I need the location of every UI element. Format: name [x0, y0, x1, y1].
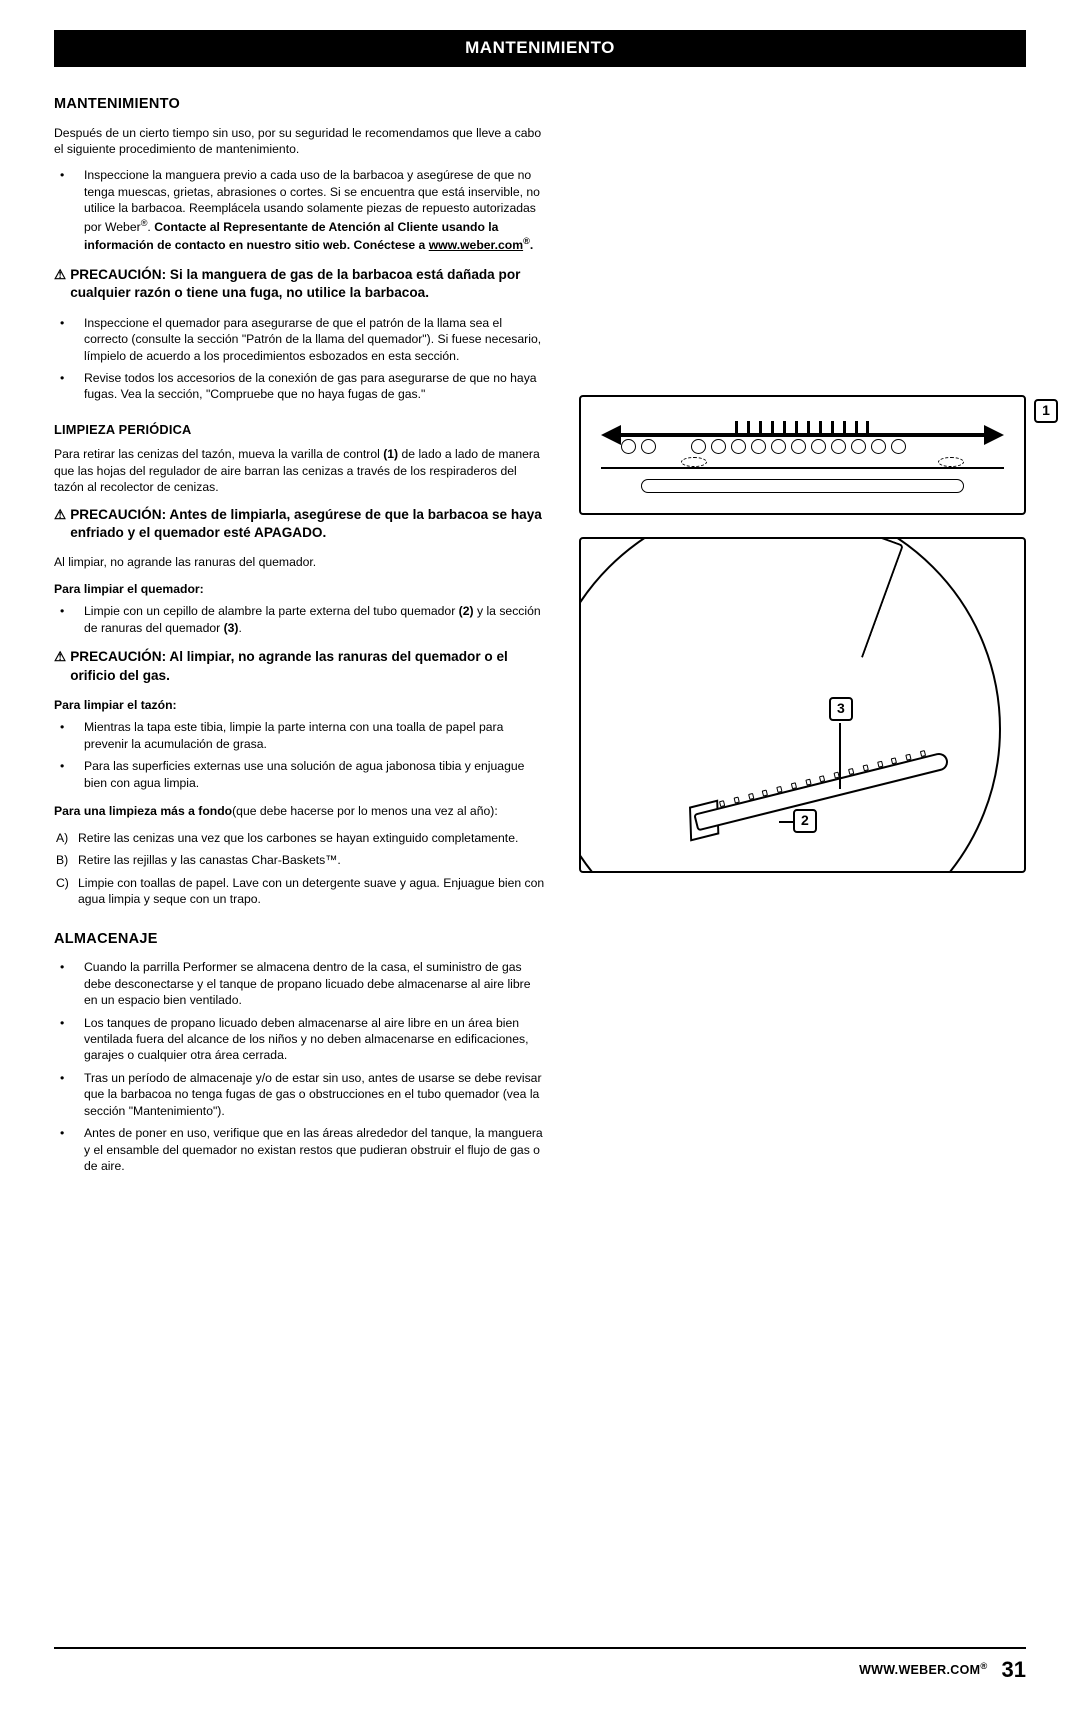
section-banner: MANTENIMIENTO [54, 30, 1026, 67]
registered-mark: ® [523, 236, 530, 246]
letter-key: A) [54, 830, 78, 846]
text: Los tanques de propano licuado deben alm… [84, 1015, 545, 1064]
bullet-list-tazon: Mientras la tapa este tibia, limpie la p… [54, 719, 545, 791]
list-item: Limpie con un cepillo de alambre la part… [54, 603, 545, 636]
callout-3: 3 [829, 697, 853, 721]
text: Mientras la tapa este tibia, limpie la p… [84, 719, 545, 752]
link-weber[interactable]: www.weber.com [429, 238, 523, 252]
vent-hole [891, 439, 906, 454]
page-footer: WWW.WEBER.COM® 31 [54, 1647, 1026, 1685]
list-item: A)Retire las cenizas una vez que los car… [54, 830, 545, 846]
text: Cuando la parrilla Performer se almacena… [84, 959, 545, 1008]
text: Retire las rejillas y las canastas Char-… [78, 852, 545, 868]
letter-key: C) [54, 875, 78, 908]
intro-paragraph: Después de un cierto tiempo sin uso, por… [54, 125, 545, 158]
control-rod [621, 433, 984, 437]
paragraph: Para retirar las cenizas del tazón, muev… [54, 446, 545, 495]
list-item: Cuando la parrilla Performer se almacena… [54, 959, 545, 1008]
text: Revise todos los accesorios de la conexi… [84, 370, 545, 403]
lettered-list: A)Retire las cenizas una vez que los car… [54, 830, 545, 908]
bullet-list-quemador: Limpie con un cepillo de alambre la part… [54, 603, 545, 636]
bullet-list-2: Inspeccione el quemador para asegurarse … [54, 315, 545, 403]
ref-3: (3) [224, 621, 239, 635]
list-item: Tras un período de almacenaje y/o de est… [54, 1070, 545, 1119]
warning-icon: ⚠ [54, 648, 66, 685]
warning-text: PRECAUCIÓN: Antes de limpiarla, asegúres… [70, 506, 545, 543]
text: . [530, 238, 533, 252]
text-bold: Para una limpieza más a fondo [54, 804, 232, 818]
base-line [601, 467, 1004, 469]
figure-2: 3 2 [579, 537, 1026, 873]
bullet-list-almacenaje: Cuando la parrilla Performer se almacena… [54, 959, 545, 1175]
text: Antes de poner en uso, verifique que en … [84, 1125, 545, 1174]
bullet-list-1: Inspeccione la manguera previo a cada us… [54, 167, 545, 253]
subhead-quemador: Para limpiar el quemador: [54, 581, 545, 597]
page-number: 31 [1002, 1655, 1026, 1685]
heading-limpieza: LIMPIEZA PERIÓDICA [54, 421, 545, 438]
list-item: B)Retire las rejillas y las canastas Cha… [54, 852, 545, 868]
vent-hole [851, 439, 866, 454]
vent-hole [691, 439, 706, 454]
spring-icon [681, 457, 707, 467]
two-column-layout: MANTENIMIENTO Después de un cierto tiemp… [54, 95, 1026, 1187]
list-item: Inspeccione la manguera previo a cada us… [54, 167, 545, 253]
right-column: 1 3 2 [579, 95, 1026, 1187]
ref-2: (2) [459, 604, 474, 618]
text: Tras un período de almacenaje y/o de est… [84, 1070, 545, 1119]
left-column: MANTENIMIENTO Después de un cierto tiemp… [54, 95, 545, 1187]
figure-1-wrap: 1 [579, 395, 1026, 515]
text: Inspeccione el quemador para asegurarse … [84, 315, 545, 364]
text: Limpie con toallas de papel. Lave con un… [78, 875, 545, 908]
warning-text: PRECAUCIÓN: Si la manguera de gas de la … [70, 266, 545, 303]
vent-hole [831, 439, 846, 454]
callout-1: 1 [1034, 399, 1058, 423]
list-item: Inspeccione el quemador para asegurarse … [54, 315, 545, 364]
text: . [238, 621, 241, 635]
text: Para las superficies externas use una so… [84, 758, 545, 791]
figure-1 [579, 395, 1026, 515]
warning-3: ⚠ PRECAUCIÓN: Al limpiar, no agrande las… [54, 648, 545, 685]
text: Limpie con un cepillo de alambre la part… [84, 604, 459, 618]
text: Retire las cenizas una vez que los carbo… [78, 830, 545, 846]
vent-hole [621, 439, 636, 454]
subhead-tazon: Para limpiar el tazón: [54, 697, 545, 713]
arrow-right-icon [984, 425, 1004, 445]
deep-clean-lead: Para una limpieza más a fondo(que debe h… [54, 803, 545, 819]
tick-marks [731, 421, 874, 433]
warning-1: ⚠ PRECAUCIÓN: Si la manguera de gas de l… [54, 266, 545, 303]
damper-plate [641, 479, 964, 493]
warning-text: PRECAUCIÓN: Al limpiar, no agrande las r… [70, 648, 545, 685]
heading-almacenaje: ALMACENAJE [54, 930, 545, 950]
letter-key: B) [54, 852, 78, 868]
leader-line [779, 821, 793, 823]
leader-line [839, 723, 841, 789]
spring-icon [938, 457, 964, 467]
arrow-left-icon [601, 425, 621, 445]
warning-icon: ⚠ [54, 506, 66, 543]
list-item: Antes de poner en uso, verifique que en … [54, 1125, 545, 1174]
list-item: Mientras la tapa este tibia, limpie la p… [54, 719, 545, 752]
ref-1: (1) [383, 447, 398, 461]
vent-hole [731, 439, 746, 454]
vent-hole [641, 439, 656, 454]
list-item: C)Limpie con toallas de papel. Lave con … [54, 875, 545, 908]
vent-hole [771, 439, 786, 454]
footer-url: WWW.WEBER.COM® [859, 1660, 987, 1679]
footer-rule [54, 1647, 1026, 1649]
list-item: Revise todos los accesorios de la conexi… [54, 370, 545, 403]
vent-hole [751, 439, 766, 454]
vent-hole [791, 439, 806, 454]
text: Para retirar las cenizas del tazón, muev… [54, 447, 383, 461]
paragraph: Al limpiar, no agrande las ranuras del q… [54, 554, 545, 570]
list-item: Los tanques de propano licuado deben alm… [54, 1015, 545, 1064]
warning-icon: ⚠ [54, 266, 66, 303]
warning-2: ⚠ PRECAUCIÓN: Antes de limpiarla, asegúr… [54, 506, 545, 543]
heading-mantenimiento: MANTENIMIENTO [54, 95, 545, 115]
text: (que debe hacerse por lo menos una vez a… [232, 804, 498, 818]
vent-hole [811, 439, 826, 454]
callout-2: 2 [793, 809, 817, 833]
vent-hole [871, 439, 886, 454]
vent-hole [711, 439, 726, 454]
list-item: Para las superficies externas use una so… [54, 758, 545, 791]
